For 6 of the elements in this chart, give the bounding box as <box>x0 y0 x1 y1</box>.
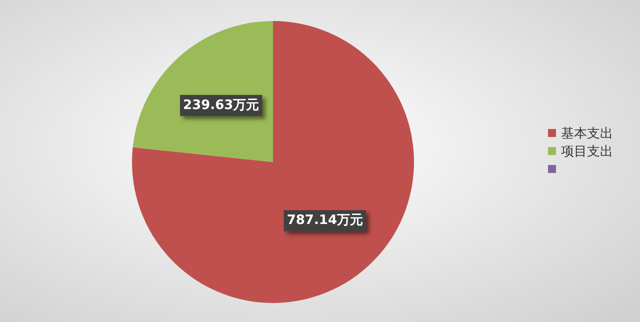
data-label: 239.63万元 <box>183 98 260 113</box>
legend-label: 基本支出 <box>561 126 613 142</box>
data-label: 787.14万元 <box>286 213 363 228</box>
pie-slice <box>132 21 414 303</box>
pie-slice <box>132 21 273 162</box>
legend-label: 项目支出 <box>561 144 613 160</box>
